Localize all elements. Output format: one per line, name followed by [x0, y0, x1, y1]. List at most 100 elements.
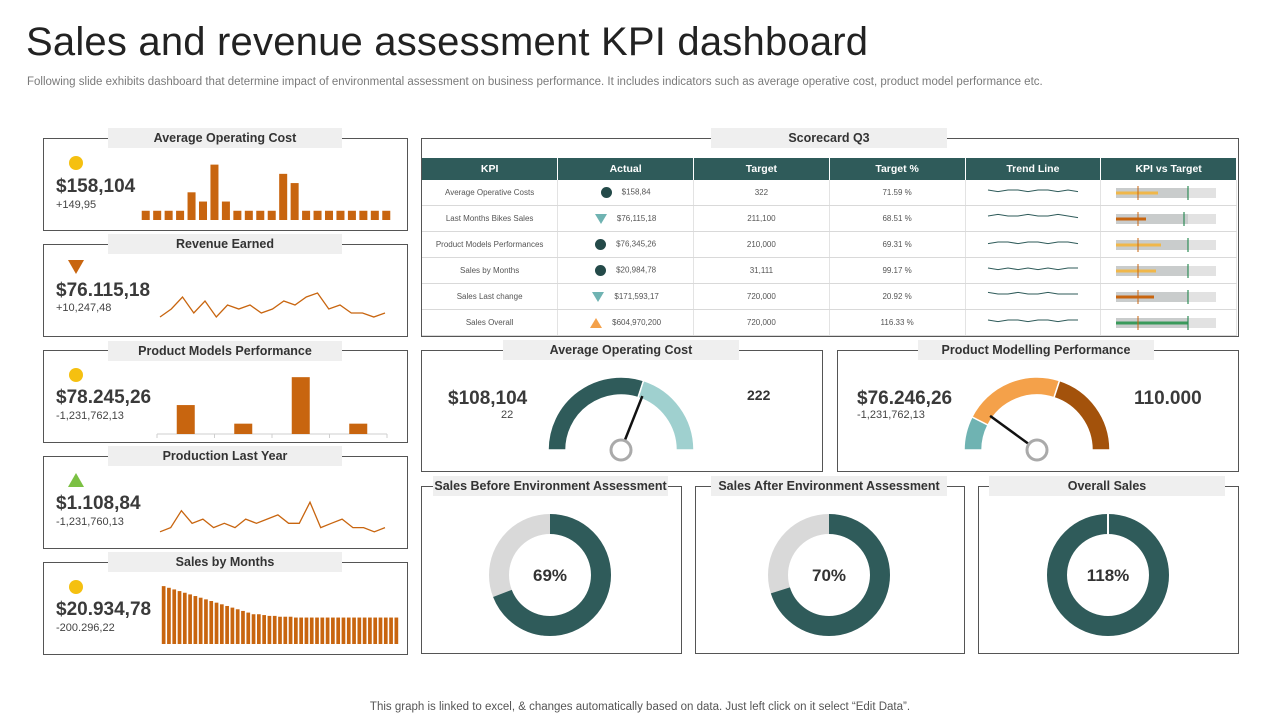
yellow-circle-icon: [69, 580, 83, 594]
donut-overall-title: Overall Sales: [989, 476, 1225, 496]
trend-cell: [965, 257, 1102, 284]
kpi-cell: Sales Overall: [422, 309, 559, 336]
avg-cost-value: $158,104: [56, 176, 136, 197]
bar: [302, 210, 311, 220]
bar: [294, 617, 298, 644]
donut-after-label: 70%: [811, 566, 847, 585]
gauge-segment: [970, 376, 1061, 427]
gauge-product-target: 110.000: [1134, 388, 1202, 409]
gauge-product-sub: -1,231,762,13: [857, 409, 925, 421]
bar: [172, 589, 177, 644]
gauge-segment: [1053, 379, 1111, 451]
table-header-row: KPI Actual Target Target % Trend Line KP…: [422, 158, 1237, 180]
target-cell: 322: [693, 180, 830, 206]
trend-line: [987, 188, 1078, 192]
bar: [288, 616, 293, 644]
column-header: Target: [693, 158, 830, 180]
bar: [230, 607, 235, 644]
bar: [347, 210, 356, 220]
bar: [198, 597, 203, 644]
bar: [336, 210, 345, 220]
trend-line-chart: [987, 291, 1078, 294]
target-cell: 720,000: [693, 283, 830, 310]
product-models-bar-chart: [156, 377, 388, 438]
circle-marker-icon: [595, 239, 607, 250]
actual-value: $76,115,18: [616, 213, 657, 223]
gauge-avg-title: Average Operating Cost: [503, 340, 739, 360]
bar: [331, 617, 335, 644]
trend-line-chart: [987, 266, 1078, 270]
kpi-vs-target-chart: [1116, 315, 1217, 330]
kpi-vs-target-chart: [1116, 289, 1217, 304]
bar: [167, 587, 171, 644]
bar: [176, 405, 195, 434]
gauge-product-chart: [963, 376, 1111, 462]
bar: [256, 614, 261, 644]
revenue-panel: [43, 244, 408, 337]
bar: [352, 617, 356, 644]
gauge-segment: [637, 379, 695, 451]
actual-bar: [1116, 191, 1159, 194]
bar: [373, 617, 378, 644]
gauge-avg-sub: 22: [501, 409, 514, 421]
bar: [324, 210, 334, 220]
orange-down-triangle-icon: [68, 260, 84, 274]
gauge-hub: [609, 438, 633, 462]
kpi-label: Sales Last change: [456, 292, 523, 301]
trend-line-chart: [987, 241, 1078, 244]
kpi-vs-target-cell: [1100, 257, 1237, 284]
bar: [359, 210, 368, 220]
actual-bar: [1116, 217, 1147, 220]
actual-bar: [1116, 269, 1157, 272]
bar: [389, 617, 393, 644]
donut-slice: [768, 514, 890, 636]
bar: [176, 210, 185, 220]
tri-up-marker-icon: [590, 317, 603, 328]
kpi-cell: Product Models Performances: [422, 231, 559, 258]
table-row: Last Months Bikes Sales $76,115,18 211,100…: [422, 205, 1237, 232]
target-pct-cell: 20.92 %: [829, 283, 966, 310]
trend-line: [987, 266, 1078, 270]
circle-marker-icon: [600, 187, 612, 198]
target-pct-cell: 116.33 %: [829, 309, 966, 336]
range-bar-inner: [1116, 213, 1189, 224]
donut-before-chart: [489, 514, 611, 636]
avg-cost-title: Average Operating Cost: [108, 128, 342, 148]
production-panel: [43, 456, 408, 549]
bar: [177, 591, 182, 644]
bar: [246, 612, 251, 644]
donut-overall-label: 118%: [1086, 566, 1130, 585]
bar: [256, 210, 265, 220]
bar: [309, 617, 314, 644]
actual-bar: [1116, 321, 1189, 324]
actual-value: $20,984,78: [616, 265, 657, 275]
target-pct-cell: 68.51 %: [829, 205, 966, 232]
product-models-value: $78.245,26: [56, 387, 152, 408]
sales-months-value: $20.934,78: [56, 599, 152, 620]
donut-overall-chart: [1047, 514, 1169, 636]
bar: [320, 617, 325, 644]
kpi-cell: Sales by Months: [422, 257, 559, 284]
actual-value: $604,970,200: [612, 317, 662, 327]
bar: [362, 617, 367, 644]
bar: [325, 617, 330, 644]
kpi-vs-target-chart: [1116, 185, 1217, 200]
sales-months-bar-chart: [161, 586, 399, 644]
table-row: Product Models Performances $76,345,26 210…: [422, 231, 1237, 258]
revenue-title: Revenue Earned: [108, 234, 342, 254]
circle-marker-icon: [595, 265, 607, 276]
tri-down-marker-icon: [594, 213, 607, 224]
bar: [225, 605, 229, 644]
bar: [267, 615, 272, 644]
kpi-cell: Last Months Bikes Sales: [422, 205, 559, 232]
kpi-vs-target-chart: [1116, 237, 1217, 252]
table-row: Sales by Months $20,984,78 31,111 99.17 %: [422, 257, 1237, 284]
donut-slice: [489, 514, 611, 636]
trend-line-chart: [987, 319, 1078, 322]
bar: [187, 192, 196, 220]
kpi-cell: Average Operative Costs: [422, 180, 559, 206]
gauge-avg-chart: [547, 376, 695, 462]
bar: [209, 601, 214, 644]
trend-line-chart: [987, 188, 1078, 192]
gauge-avg-value: $108,104: [448, 388, 528, 409]
